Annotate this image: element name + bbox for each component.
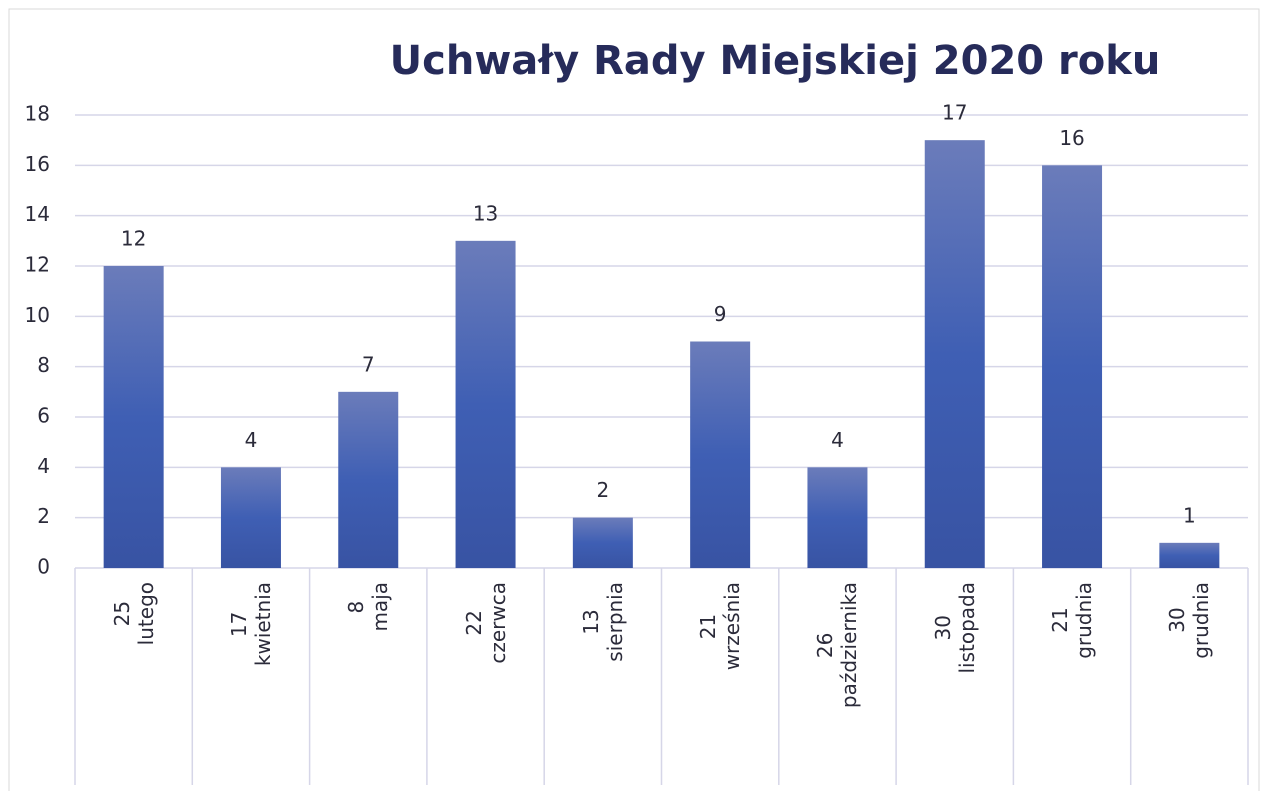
x-tick-label: 30 listopada xyxy=(930,582,979,674)
bar xyxy=(338,391,399,568)
bar xyxy=(924,140,985,568)
x-tick-label: 26 października xyxy=(813,582,862,709)
bar xyxy=(572,517,633,568)
bar xyxy=(1042,165,1103,569)
chart-title: Uchwały Rady Miejskiej 2020 roku xyxy=(390,38,1161,84)
x-tick-label: 8 maja xyxy=(344,581,393,632)
chart-border xyxy=(8,8,1260,791)
y-tick-label: 12 xyxy=(25,253,50,277)
data-label: 4 xyxy=(831,428,844,452)
data-label: 17 xyxy=(942,101,967,125)
y-tick-label: 18 xyxy=(25,102,50,126)
y-tick-label: 16 xyxy=(25,152,50,176)
y-tick-label: 10 xyxy=(25,303,50,327)
bar xyxy=(455,240,516,569)
y-tick-label: 2 xyxy=(37,504,50,528)
data-label: 9 xyxy=(714,302,727,326)
x-tick-label: 25 lutego xyxy=(109,582,158,646)
x-tick-label: 30 grudnia xyxy=(1165,582,1214,659)
y-tick-label: 8 xyxy=(37,353,50,377)
data-label: 4 xyxy=(245,428,258,452)
data-label: 16 xyxy=(1059,126,1084,150)
x-tick-label: 13 sierpnia xyxy=(578,582,627,662)
y-tick-label: 4 xyxy=(37,454,50,478)
data-label: 13 xyxy=(473,201,498,225)
bar xyxy=(103,266,164,568)
data-label: 7 xyxy=(362,352,375,376)
data-label: 1 xyxy=(1183,503,1196,527)
x-tick-label: 21 września xyxy=(696,582,745,671)
bar xyxy=(220,467,281,568)
data-label: 12 xyxy=(121,227,146,251)
y-tick-label: 14 xyxy=(25,202,50,226)
y-tick-label: 0 xyxy=(37,555,50,579)
bar xyxy=(690,341,751,568)
y-tick-label: 6 xyxy=(37,404,50,428)
x-tick-label: 22 czerwca xyxy=(461,581,510,664)
x-tick-label: 17 kwietnia xyxy=(226,581,275,667)
bar xyxy=(807,467,868,568)
x-tick-label: 21 grudnia xyxy=(1048,582,1097,659)
data-label: 2 xyxy=(596,478,609,502)
bar xyxy=(1159,542,1220,568)
